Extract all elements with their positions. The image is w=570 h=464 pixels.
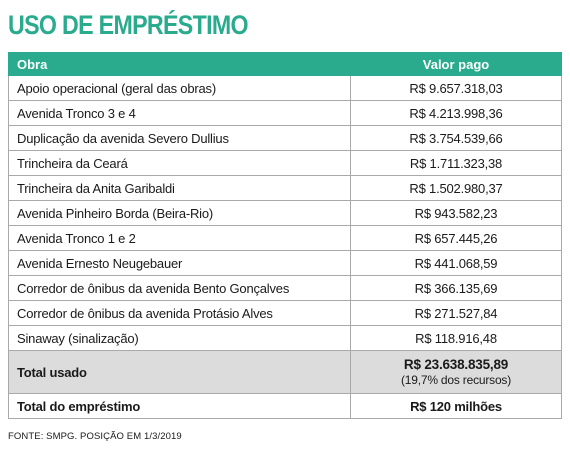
table-row: Avenida Pinheiro Borda (Beira-Rio) R$ 94… (8, 200, 562, 226)
table-row: Avenida Tronco 1 e 2 R$ 657.445,26 (8, 225, 562, 251)
total-usado-value-cell: R$ 23.638.835,89 (19,7% dos recursos) (350, 350, 562, 394)
valor-cell: R$ 441.068,59 (350, 250, 562, 276)
total-emprestimo-label: Total do empréstimo (8, 393, 351, 419)
valor-cell: R$ 4.213.998,36 (350, 100, 562, 126)
table-row: Corredor de ônibus da avenida Protásio A… (8, 300, 562, 326)
valor-cell: R$ 9.657.318,03 (350, 75, 562, 101)
table-row: Avenida Tronco 3 e 4 R$ 4.213.998,36 (8, 100, 562, 126)
total-emprestimo-row: Total do empréstimo R$ 120 milhões (8, 393, 562, 419)
table-row: Duplicação da avenida Severo Dullius R$ … (8, 125, 562, 151)
total-usado-value: R$ 23.638.835,89 (403, 356, 509, 372)
obra-cell: Avenida Tronco 1 e 2 (8, 225, 351, 251)
valor-cell: R$ 1.711.323,38 (350, 150, 562, 176)
valor-cell: R$ 366.135,69 (350, 275, 562, 301)
obra-cell: Sinaway (sinalização) (8, 325, 351, 351)
obra-cell: Avenida Tronco 3 e 4 (8, 100, 351, 126)
valor-cell: R$ 271.527,84 (350, 300, 562, 326)
table-row: Corredor de ônibus da avenida Bento Gonç… (8, 275, 562, 301)
obra-cell: Trincheira da Anita Garibaldi (8, 175, 351, 201)
table-row: Apoio operacional (geral das obras) R$ 9… (8, 75, 562, 101)
total-usado-label: Total usado (8, 350, 351, 394)
obra-cell: Trincheira da Ceará (8, 150, 351, 176)
obra-cell: Apoio operacional (geral das obras) (8, 75, 351, 101)
table-row: Sinaway (sinalização) R$ 118.916,48 (8, 325, 562, 351)
total-usado-row: Total usado R$ 23.638.835,89 (19,7% dos … (8, 350, 562, 394)
obra-cell: Corredor de ônibus da avenida Protásio A… (8, 300, 351, 326)
valor-cell: R$ 657.445,26 (350, 225, 562, 251)
obra-cell: Duplicação da avenida Severo Dullius (8, 125, 351, 151)
loan-usage-table: Obra Valor pago Apoio operacional (geral… (8, 52, 562, 419)
total-emprestimo-value: R$ 120 milhões (350, 393, 562, 419)
table-row: Trincheira da Anita Garibaldi R$ 1.502.9… (8, 175, 562, 201)
table-header-row: Obra Valor pago (8, 52, 562, 76)
obra-cell: Avenida Pinheiro Borda (Beira-Rio) (8, 200, 351, 226)
source-note: FONTE: SMPG. POSIÇÃO EM 1/3/2019 (8, 431, 182, 442)
page-title: USO DE EMPRÉSTIMO (8, 10, 249, 40)
valor-cell: R$ 943.582,23 (350, 200, 562, 226)
column-header-obra: Obra (8, 52, 351, 76)
column-header-valor-pago: Valor pago (350, 52, 562, 76)
valor-cell: R$ 1.502.980,37 (350, 175, 562, 201)
valor-cell: R$ 3.754.539,66 (350, 125, 562, 151)
obra-cell: Corredor de ônibus da avenida Bento Gonç… (8, 275, 351, 301)
table-row: Trincheira da Ceará R$ 1.711.323,38 (8, 150, 562, 176)
table-row: Avenida Ernesto Neugebauer R$ 441.068,59 (8, 250, 562, 276)
valor-cell: R$ 118.916,48 (350, 325, 562, 351)
total-usado-percentage-note: (19,7% dos recursos) (400, 372, 512, 387)
obra-cell: Avenida Ernesto Neugebauer (8, 250, 351, 276)
